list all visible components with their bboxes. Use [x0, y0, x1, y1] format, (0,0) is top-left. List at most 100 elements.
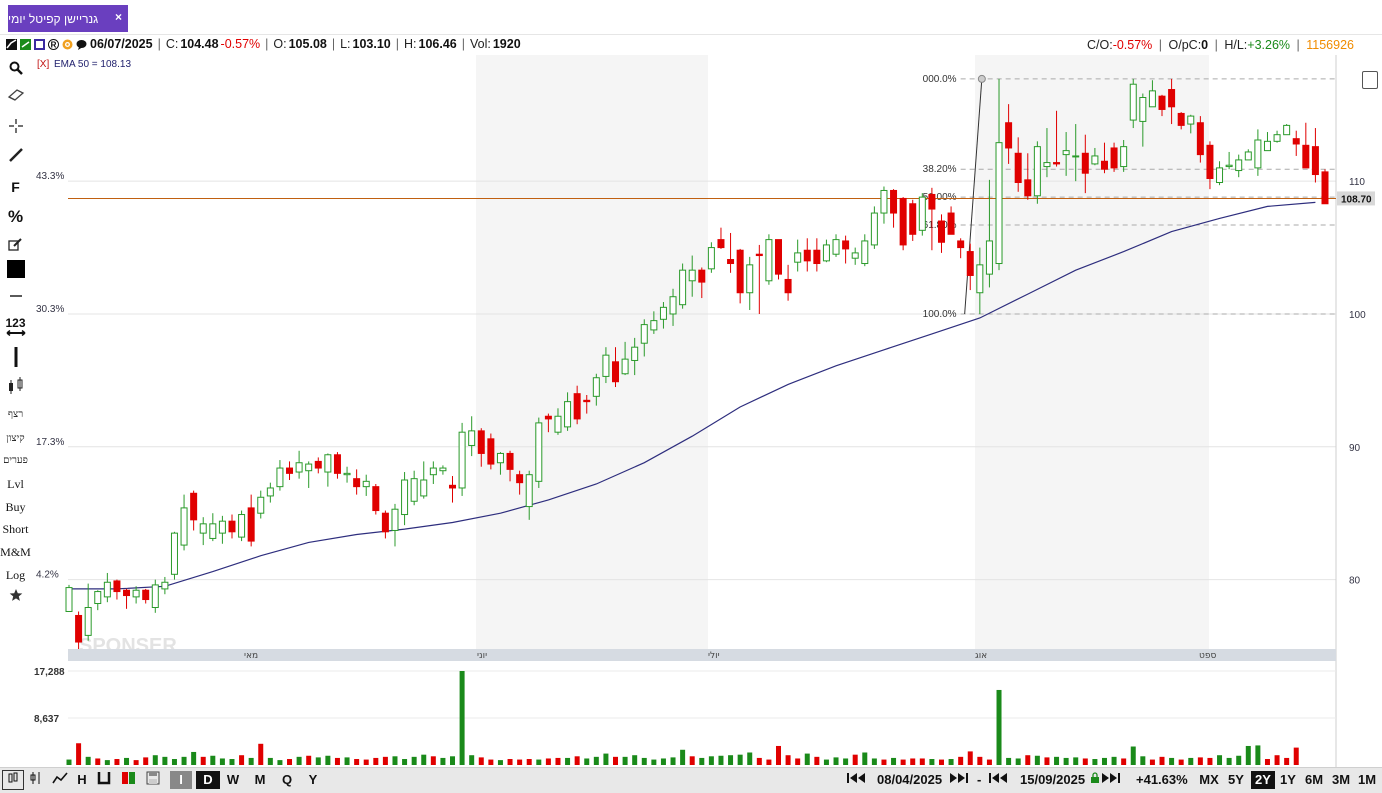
range-3m[interactable]: 3M [1331, 772, 1351, 787]
chart-area[interactable]: 80 90 100 110 4.2% 17.3% 30.3% 43.3% [X] EMA 50 =… [31, 55, 1382, 767]
interval-weekly[interactable]: W [226, 772, 240, 787]
compare-icon[interactable] [20, 38, 31, 50]
lvl-tool[interactable]: Lvl [7, 477, 24, 491]
hlc-chart-icon[interactable]: H [77, 772, 87, 787]
volume-bar [421, 754, 427, 765]
lock-next-icon[interactable] [1089, 771, 1129, 789]
ema-line [69, 201, 1316, 590]
volume-bar [287, 759, 293, 765]
crosshair-icon[interactable] [0, 118, 31, 137]
candle-body [1263, 140, 1271, 152]
volume-bar [1044, 757, 1050, 765]
interval-daily[interactable]: D [196, 771, 220, 789]
volume-bar [996, 689, 1002, 765]
eraser-icon[interactable] [0, 89, 31, 104]
separator: | [157, 37, 161, 51]
date-from[interactable]: 08/04/2025 [877, 772, 943, 787]
thin-line-icon[interactable] [0, 290, 31, 304]
date-to[interactable]: 15/09/2025 [1020, 772, 1086, 787]
candles-type-icon[interactable] [27, 771, 45, 789]
color-swatch[interactable] [0, 260, 31, 281]
candle-body [1072, 155, 1080, 158]
interval-monthly[interactable]: M [254, 772, 266, 787]
range-2y[interactable]: 2Y [1251, 771, 1275, 789]
chart-type-icon[interactable] [6, 38, 17, 50]
open-value: 105.08 [288, 37, 327, 51]
volume-bar [632, 755, 638, 765]
volume-bar [660, 758, 666, 765]
volume-bar [881, 759, 887, 765]
candle-body [151, 584, 159, 608]
sequence-tool[interactable]: רצף [7, 409, 24, 420]
first-page-end-icon[interactable] [987, 771, 1013, 789]
interval-quarterly[interactable]: Q [281, 772, 293, 787]
percent-tool[interactable]: % [7, 207, 24, 226]
settings-button[interactable] [1362, 71, 1378, 89]
area-chart-icon[interactable] [96, 771, 112, 789]
interval-yearly[interactable]: Y [308, 772, 318, 787]
numbers-tool[interactable]: 123 [0, 316, 31, 336]
candle-body [295, 462, 303, 473]
buy-tool[interactable]: Buy [5, 500, 26, 514]
range-5y[interactable]: 5Y [1228, 772, 1244, 787]
line-chart-icon[interactable] [50, 771, 70, 789]
edit-icon[interactable] [0, 237, 31, 255]
candle-body [506, 452, 514, 470]
volume-bar [804, 753, 810, 765]
volume-bar [239, 755, 245, 765]
range-mx[interactable]: MX [1199, 772, 1219, 787]
candle-body [1024, 179, 1032, 197]
log-tool[interactable]: Log [5, 568, 26, 582]
chart-tab[interactable]: × גנריישן קפיטל יומי [8, 5, 128, 32]
volume-bar [891, 757, 897, 765]
candle-body [1081, 152, 1089, 174]
target-icon[interactable] [62, 39, 73, 50]
vertical-line-icon[interactable] [0, 346, 31, 371]
candle-body [1168, 89, 1176, 108]
cursor-mode-button[interactable] [2, 770, 24, 790]
gaps-tool[interactable]: פערים [3, 455, 28, 466]
comment-icon[interactable] [76, 39, 87, 50]
range-1y[interactable]: 1Y [1280, 772, 1296, 787]
fibonacci-tool[interactable]: F [11, 179, 20, 195]
volume-bar [718, 755, 724, 765]
short-tool[interactable]: Short [2, 522, 29, 536]
star-icon[interactable] [0, 588, 31, 605]
candle-body [736, 249, 744, 294]
volume-bar [622, 756, 628, 765]
first-page-icon[interactable] [845, 771, 871, 789]
extreme-tool[interactable]: קיצון [6, 433, 25, 444]
range-6m[interactable]: 6M [1304, 772, 1324, 787]
candle-body [1014, 152, 1022, 183]
volume-bar [66, 759, 72, 765]
search-icon[interactable] [0, 61, 31, 78]
volume-bar [248, 757, 254, 765]
price-chart[interactable]: 80 90 100 110 4.2% 17.3% 30.3% 43.3% [X] EMA 50 =… [31, 55, 1382, 767]
save-icon[interactable] [144, 771, 162, 789]
volume-bar [1121, 758, 1127, 765]
candle-body [123, 589, 131, 597]
volume-bar [708, 756, 714, 765]
candle-icon[interactable] [0, 376, 31, 399]
line-icon[interactable] [0, 147, 31, 166]
volume-bar [843, 758, 849, 765]
candle-body [554, 415, 562, 433]
candle-body [362, 480, 370, 488]
colored-candles-icon[interactable] [120, 771, 138, 789]
security-id: 1156926 [1306, 38, 1354, 52]
volume-bar [967, 751, 973, 765]
next-page-icon[interactable] [945, 771, 971, 789]
doc-icon[interactable] [34, 38, 45, 50]
registered-icon[interactable]: R [48, 38, 59, 50]
range-1m[interactable]: 1M [1357, 772, 1377, 787]
open-label: O: [273, 37, 287, 51]
close-tab-button[interactable]: × [114, 10, 122, 24]
candle-body [621, 358, 629, 375]
volume-bar [555, 757, 561, 765]
volume-bar [852, 754, 858, 765]
candle-body [822, 244, 830, 262]
candle-body [142, 589, 150, 601]
interval-intraday[interactable]: I [170, 771, 192, 789]
drawing-toolbar: F % 123 רצף קיצון פערים Lvl Buy Short M&… [0, 57, 31, 767]
mm-tool[interactable]: M&M [0, 545, 31, 559]
